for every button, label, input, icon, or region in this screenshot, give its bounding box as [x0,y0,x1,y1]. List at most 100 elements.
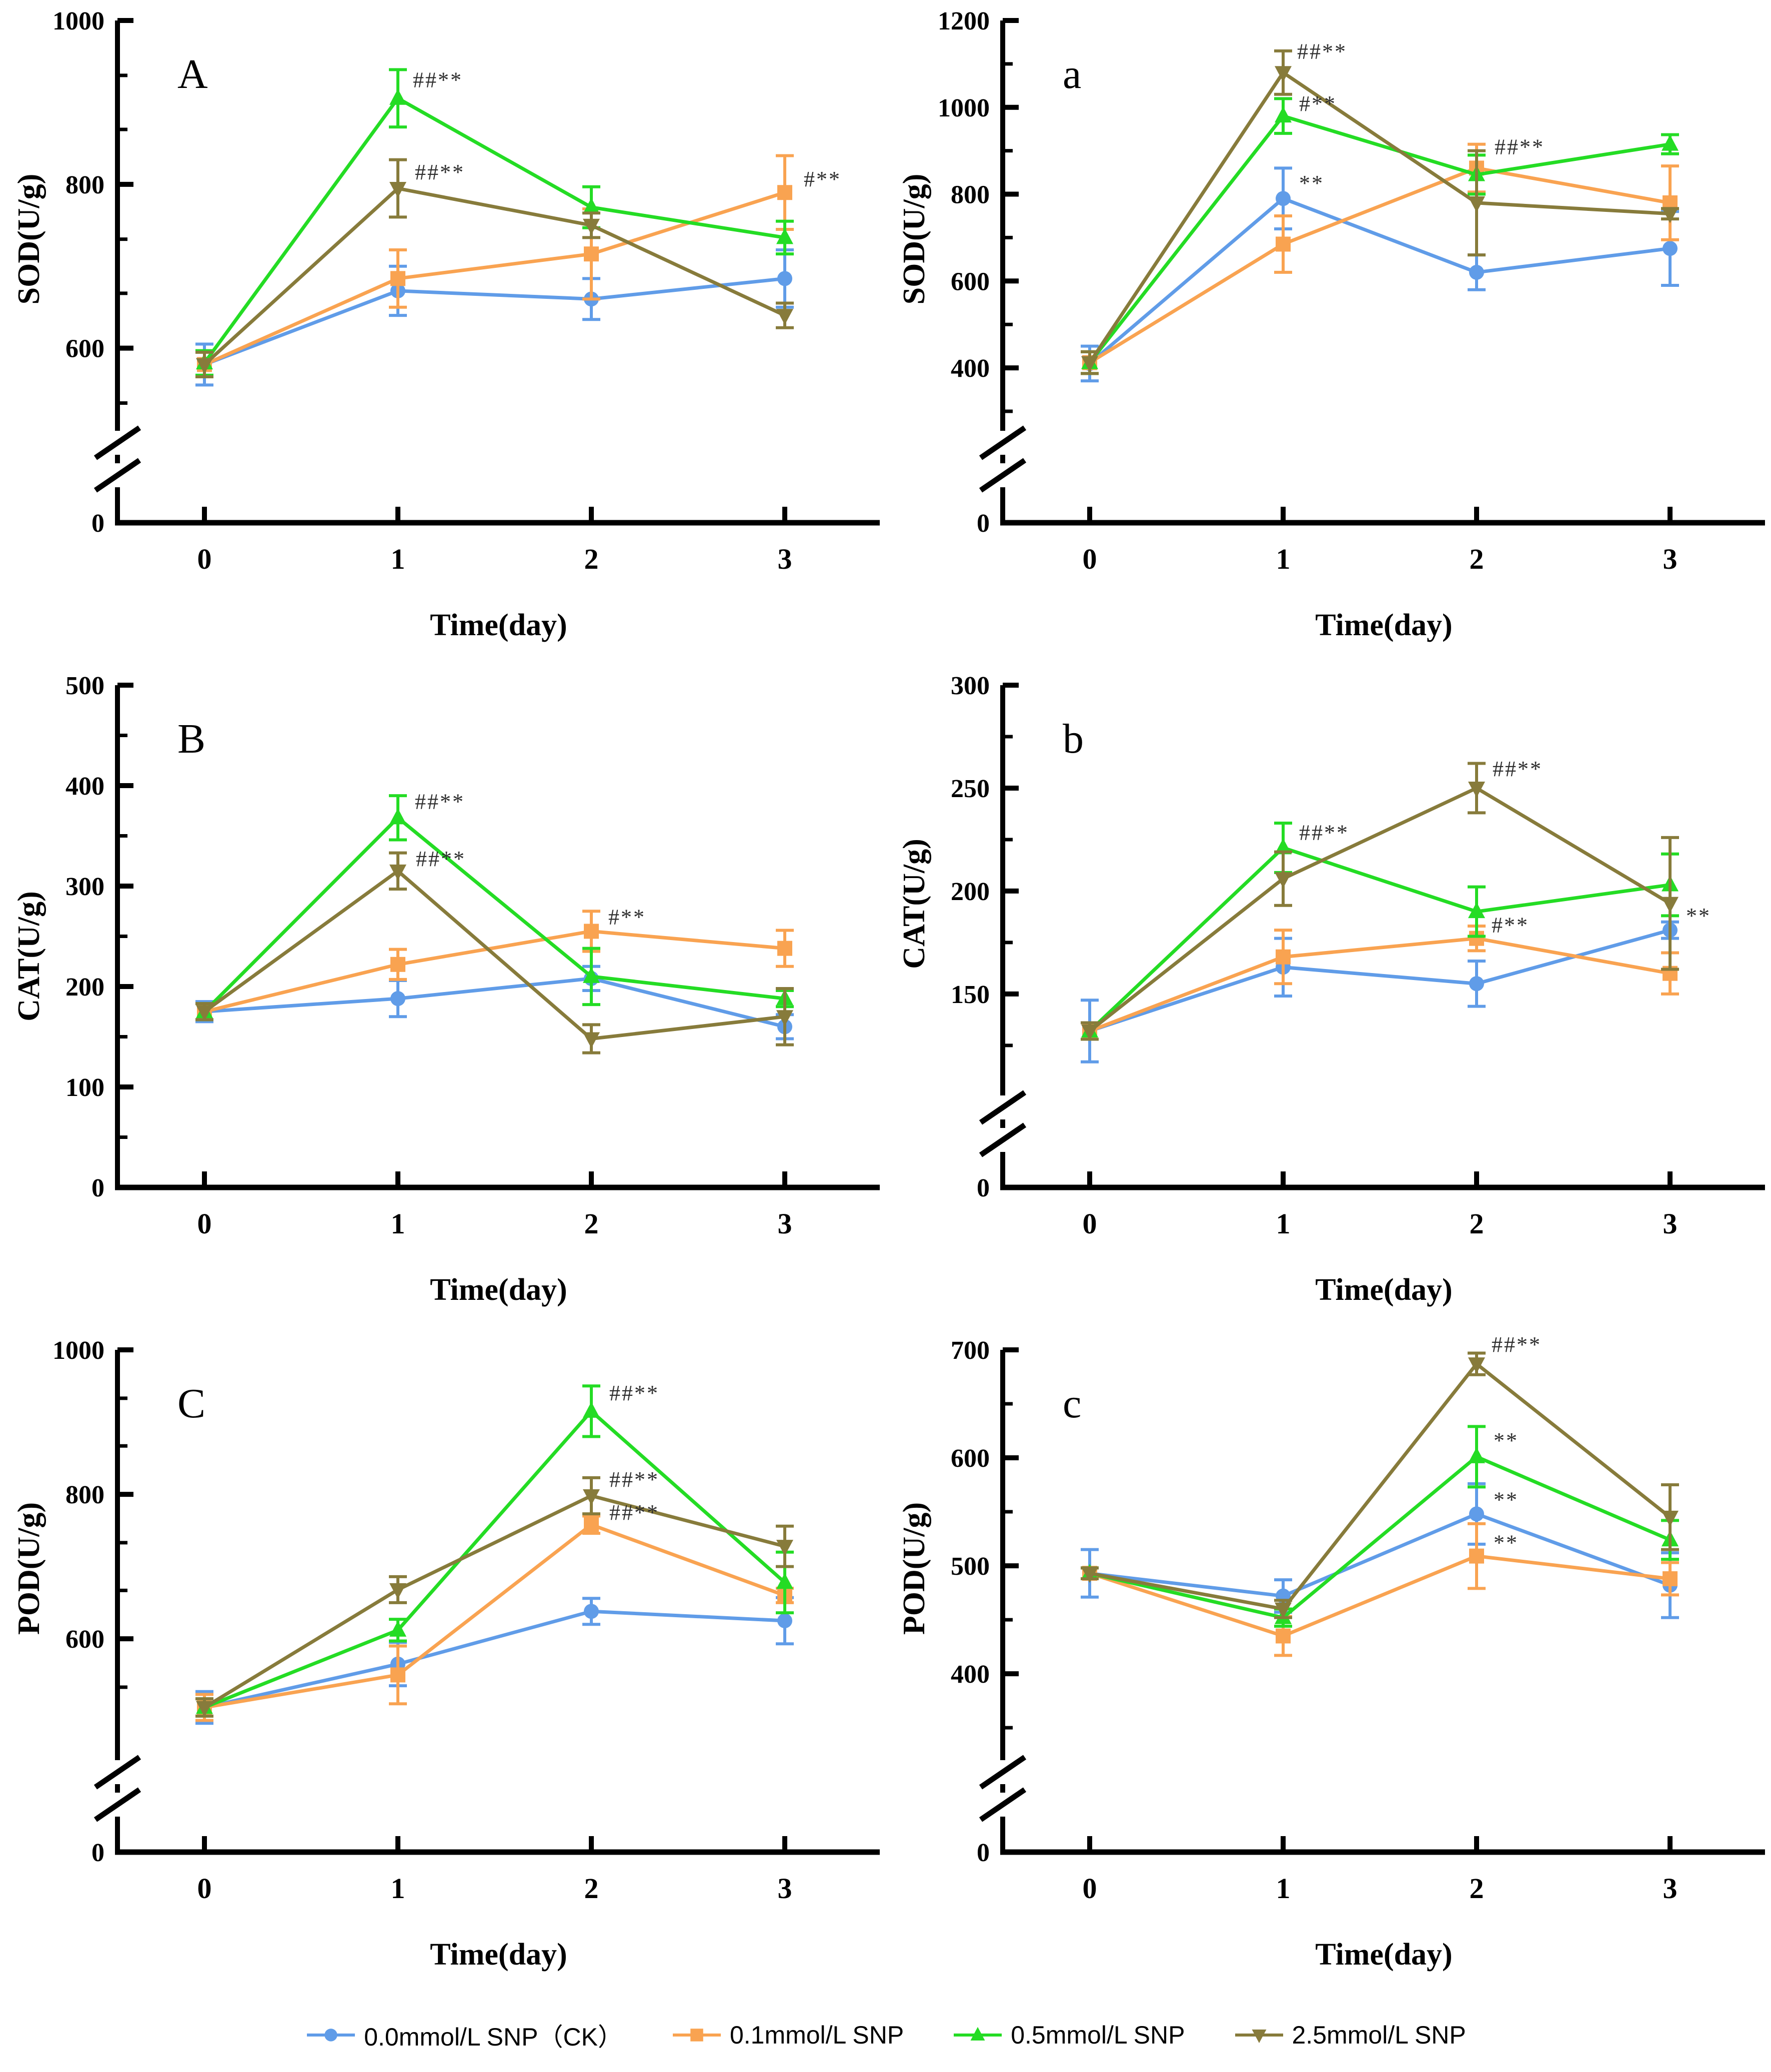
square-legend-marker-icon [672,2029,721,2042]
x-tick-label: 1 [1276,1207,1291,1240]
y-tick-label: 1000 [52,1336,104,1365]
data-point-marker [1662,897,1679,913]
series-line [1089,166,1671,364]
significance-annotation: #** [1492,913,1529,938]
axis-break-icon [979,425,1027,460]
chart-cell-c: 400 500 600 700 0 0 1 2 3 Time(day) POD(U/g) c ##** *… [885,1332,1771,1982]
x-tick-label: 2 [1470,1872,1484,1905]
x-axis-title: Time(day) [430,1938,567,1972]
data-point-marker [776,1540,793,1556]
series-olive-group [195,158,794,379]
data-point-marker [1663,241,1678,256]
series-blue-group [195,1596,794,1725]
y-tick-label: 250 [951,775,990,803]
data-point-marker [196,1005,213,1022]
series-line [1088,196,1671,365]
data-point-marker [1662,134,1679,151]
x-tick-label: 0 [197,543,212,575]
y-tick-label: 500 [951,1552,990,1581]
x-tick-label: 3 [1663,1872,1678,1905]
data-point-marker [1081,356,1098,372]
series-line [1089,1554,1671,1638]
chart-cell-a: 400 600 800 1000 1200 0 0 1 2 3 Time(day) SOD(U/g) a… [885,3,1771,653]
data-point-marker [390,271,405,286]
panel-letter-c: c [1063,1380,1081,1427]
data-point-marker [1469,1506,1484,1522]
significance-annotation: ##** [609,1381,659,1405]
x-axis-title: Time(day) [1315,608,1452,642]
y-axis: 100 200 300 400 500 0 [65,672,133,1202]
x-tick-label: 1 [391,1872,405,1905]
y-tick-label: 400 [951,354,990,383]
x-axis-title: Time(day) [1315,1938,1452,1972]
data-point-marker [389,808,406,825]
axis-break-icon [93,425,141,460]
legend-label: 2.5mmol/L SNP [1292,2021,1466,2049]
x-tick-label: 3 [778,543,792,575]
data-point-marker [196,358,213,374]
series-line [203,276,785,366]
data-point-marker [1662,1510,1679,1527]
x-tick-label: 2 [584,1872,599,1905]
series-line [1088,786,1671,1033]
chart-cell-C: 600 800 1000 0 0 1 2 3 Time(day) POD(U/g) C ##** ##*… [0,1332,885,1982]
y-tick-label: 1200 [938,7,990,35]
y-tick-label: 600 [951,1444,990,1473]
data-point-marker [389,182,406,198]
x-tick-label: 1 [391,543,405,575]
y-tick-label: 600 [65,335,104,363]
data-point-marker [1081,1025,1098,1041]
series-line [1088,114,1671,364]
data-point-marker [1275,106,1292,123]
series-line [203,190,786,366]
series-line [204,977,785,1029]
y-zero-label: 0 [977,1174,990,1202]
legend-label: 0.1mmol/L SNP [729,2021,904,2049]
y-tick-label: 100 [65,1073,104,1102]
data-point-marker [1276,191,1291,206]
y-axis-title: POD(U/g) [12,1502,46,1635]
chart-cell-b: 150 200 250 300 0 0 1 2 3 Time(day) CAT(U/g) b ##** #… [885,668,1771,1317]
significance-annotation: #** [804,167,841,191]
charts-grid: 600 800 1000 0 0 1 2 3 Time(day) SOD(U/g) A ##** ##*… [0,3,1771,1982]
panel-letter-A: A [177,51,208,97]
significance-annotation: ##** [1493,757,1543,781]
series-olive-group [195,1476,794,1718]
x-tick-label: 2 [1470,543,1484,575]
y-tick-label: 300 [65,873,104,901]
significance-annotation: ##** [1297,39,1347,63]
data-point-marker [1469,1548,1484,1564]
series-green-group [195,794,794,1022]
series-line [203,815,785,1013]
legend: 0.0mmol/L SNP（CK） 0.1mmol/L SNP 0.5mmol/L … [0,2000,1771,2070]
chart-panel-B: 100 200 300 400 500 0 0 1 2 3 Time(day) CAT(U/g) B ##… [12,672,880,1307]
data-point-marker [776,1573,793,1589]
data-point-marker [390,1667,405,1683]
data-point-marker [1275,872,1292,889]
series-orange-group [1081,924,1679,1041]
data-point-marker [584,1604,599,1619]
data-point-marker [196,1701,213,1717]
y-axis-title: CAT(U/g) [12,891,46,1022]
x-tick-label: 0 [1083,1207,1097,1240]
x-axis-title: Time(day) [430,1273,567,1307]
series-olive-group [195,851,794,1054]
y-tick-label: 200 [951,878,990,906]
data-point-marker [1469,264,1484,280]
series-line [1089,1454,1671,1620]
data-point-marker [1468,196,1485,212]
data-point-marker [777,941,792,956]
axis-break-icon [93,1755,141,1790]
data-point-marker [1275,1602,1292,1619]
y-zero-label: 0 [977,509,990,538]
y-axis: 400 600 800 1000 1200 0 [938,7,1027,538]
significance-annotation: #** [1299,91,1337,116]
series-line [203,869,785,1041]
data-point-marker [970,2027,985,2041]
x-axis: 0 1 2 3 [1000,1836,1765,1905]
data-point-marker [324,2029,337,2042]
chart-panel-A: 600 800 1000 0 0 1 2 3 Time(day) SOD(U/g) A ##** ##*… [12,7,880,642]
y-axis: 400 500 600 700 0 [951,1336,1027,1867]
x-tick-label: 0 [197,1872,212,1905]
series-line [1089,1512,1671,1598]
